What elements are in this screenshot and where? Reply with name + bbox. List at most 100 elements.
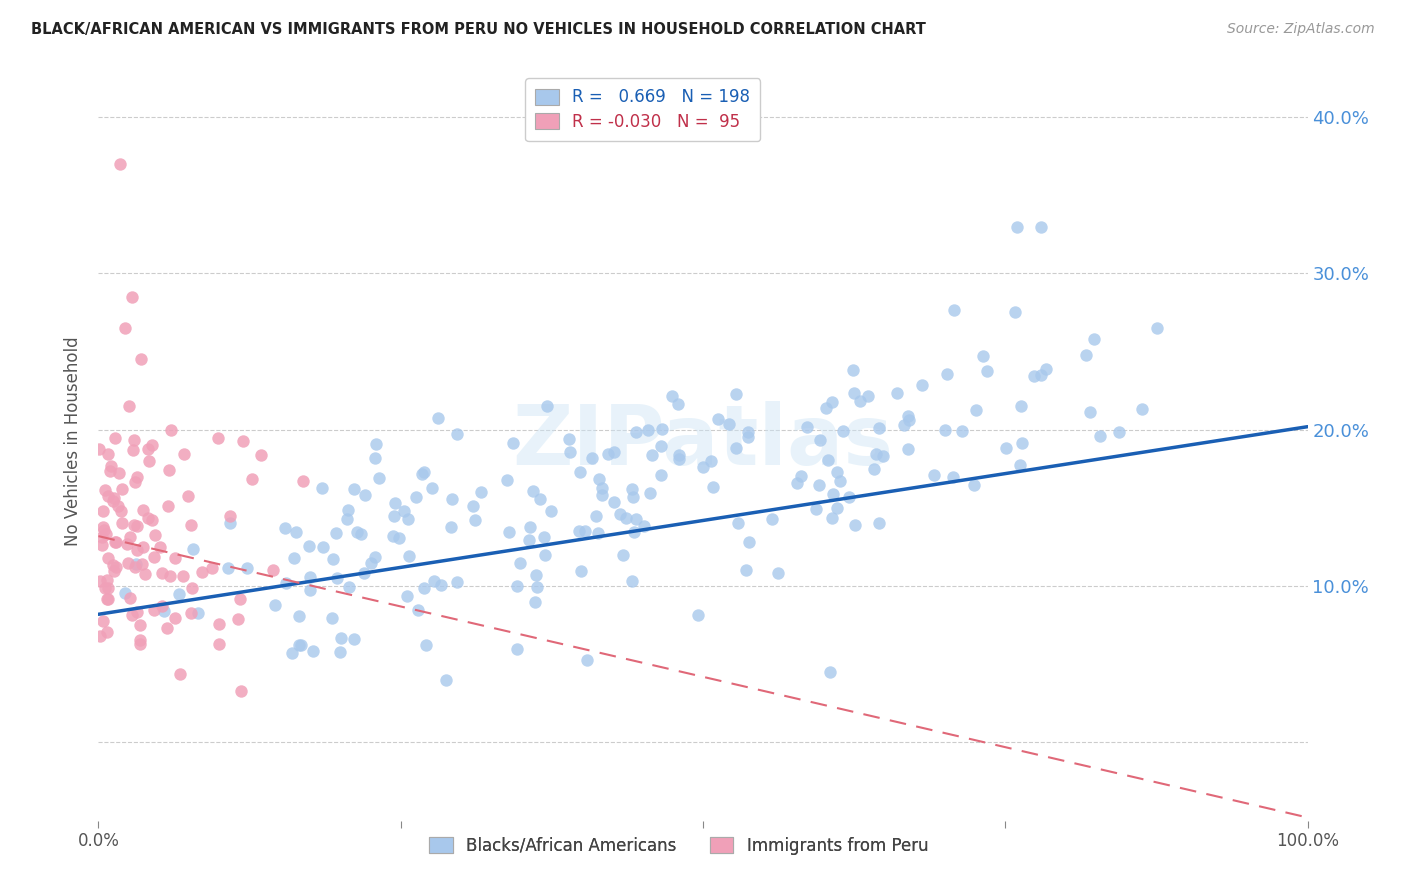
Point [93, 483, 115, 497]
Point [461, 500, 484, 514]
Point [122, 517, 145, 532]
Point [602, 445, 624, 459]
Point [1130, 402, 1153, 417]
Point [89, 629, 111, 643]
Point [364, 450, 387, 465]
Point [104, 559, 127, 574]
Point [1078, 405, 1101, 419]
Point [524, 595, 547, 609]
Point [91, 530, 114, 544]
Point [108, 466, 131, 480]
Point [392, 504, 415, 518]
Point [382, 529, 405, 543]
Point [603, 495, 626, 509]
Point [96, 592, 118, 607]
Point [207, 431, 229, 445]
Point [384, 495, 406, 509]
Point [1004, 305, 1026, 319]
Point [91, 520, 114, 534]
Point [298, 582, 321, 597]
Point [623, 490, 645, 504]
Point [138, 442, 160, 456]
Point [498, 524, 520, 539]
Point [668, 448, 690, 462]
Point [661, 389, 683, 403]
Point [423, 574, 446, 588]
Point [143, 528, 166, 542]
Point [897, 442, 920, 456]
Point [124, 560, 146, 574]
Point [325, 526, 347, 541]
Point [103, 494, 125, 508]
Point [150, 566, 173, 580]
Point [124, 475, 146, 489]
Point [217, 560, 239, 574]
Point [440, 520, 463, 534]
Y-axis label: No Vehicles in Household: No Vehicles in Household [65, 336, 83, 547]
Point [897, 409, 920, 423]
Point [821, 511, 844, 525]
Point [1083, 332, 1105, 346]
Point [219, 509, 242, 524]
Point [569, 466, 592, 480]
Point [111, 516, 134, 530]
Point [91, 539, 114, 553]
Point [865, 447, 887, 461]
Point [118, 400, 141, 414]
Point [127, 605, 149, 619]
Point [609, 507, 631, 521]
Point [596, 447, 619, 461]
Point [208, 617, 231, 632]
Point [935, 367, 957, 381]
Point [446, 575, 468, 590]
Point [115, 537, 138, 551]
Point [574, 524, 596, 538]
Point [849, 393, 872, 408]
Point [405, 490, 427, 504]
Point [104, 534, 127, 549]
Point [121, 290, 143, 304]
Point [842, 362, 865, 376]
Point [702, 480, 724, 494]
Point [287, 608, 309, 623]
Point [110, 483, 132, 497]
Point [134, 566, 156, 581]
Point [1010, 400, 1032, 414]
Point [180, 518, 202, 533]
Point [737, 430, 759, 444]
Point [103, 564, 125, 578]
Point [585, 508, 607, 523]
Point [190, 565, 212, 579]
Point [838, 490, 860, 504]
Point [868, 516, 890, 531]
Point [274, 575, 297, 590]
Text: BLACK/AFRICAN AMERICAN VS IMMIGRANTS FROM PERU NO VEHICLES IN HOUSEHOLD CORRELAT: BLACK/AFRICAN AMERICAN VS IMMIGRANTS FRO… [31, 22, 925, 37]
Point [420, 481, 443, 495]
Point [129, 637, 152, 651]
Point [509, 556, 531, 570]
Point [633, 518, 655, 533]
Point [264, 599, 287, 613]
Point [167, 587, 190, 601]
Point [180, 581, 202, 595]
Point [540, 503, 562, 517]
Point [104, 535, 127, 549]
Point [325, 571, 347, 585]
Point [529, 492, 551, 507]
Point [886, 386, 908, 401]
Point [844, 518, 866, 533]
Point [125, 543, 148, 558]
Point [201, 560, 224, 574]
Point [349, 527, 371, 541]
Point [353, 566, 375, 580]
Point [821, 486, 844, 500]
Point [235, 561, 257, 575]
Point [97, 447, 120, 461]
Point [1035, 362, 1057, 376]
Point [863, 462, 886, 476]
Point [965, 402, 987, 417]
Point [108, 157, 131, 171]
Point [228, 612, 250, 626]
Point [621, 574, 644, 588]
Point [100, 458, 122, 473]
